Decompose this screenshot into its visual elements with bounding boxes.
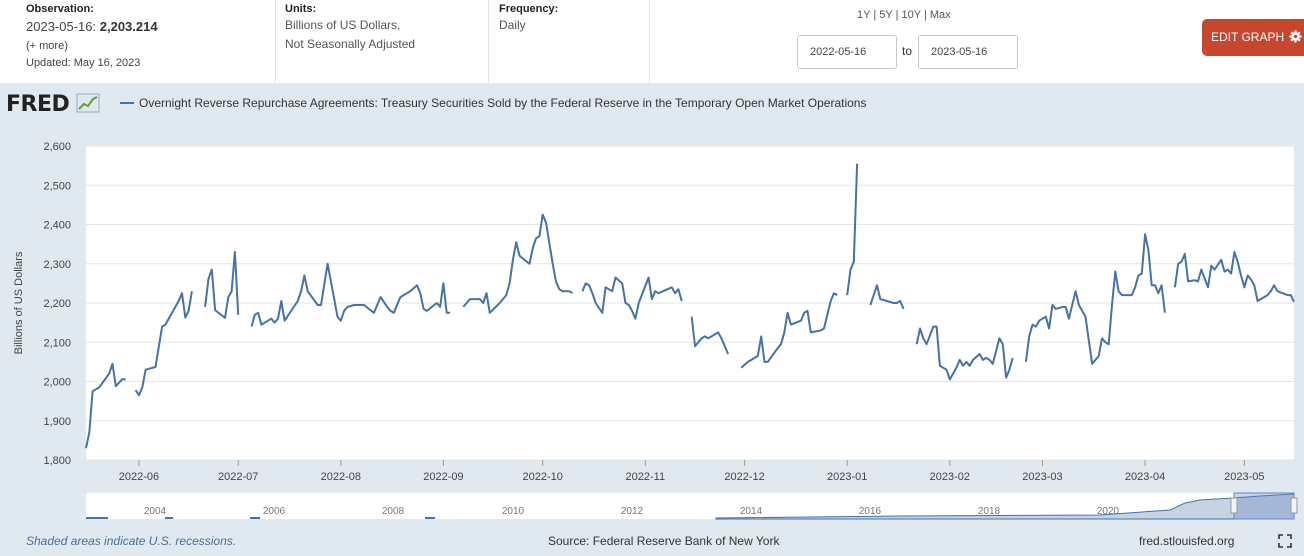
x-tick-label: 2023-01 [827, 471, 867, 483]
y-tick-label: 2,200 [43, 298, 71, 310]
x-tick-label: 2023-04 [1125, 471, 1165, 483]
range-1y[interactable]: 1Y [857, 9, 871, 21]
frequency-label: Frequency: [499, 3, 559, 15]
range-sep: | [873, 9, 877, 21]
navigator-selection[interactable] [1233, 492, 1295, 520]
units-line1: Billions of US Dollars, [285, 18, 401, 32]
series-line [1173, 251, 1295, 303]
range-10y[interactable]: 10Y [901, 9, 921, 21]
x-tick-label: 2022-06 [119, 471, 159, 483]
y-tick-label: 2,000 [43, 377, 71, 389]
series-line [690, 316, 730, 355]
series-group [85, 163, 1295, 449]
gear-icon [1289, 30, 1303, 43]
series-line [134, 291, 193, 397]
series-line [462, 213, 574, 314]
range-selector: 1Y | 5Y | 10Y | Max [857, 9, 951, 21]
to-label: to [902, 44, 913, 58]
navigator-year-label: 2012 [621, 506, 644, 517]
series-line [869, 284, 905, 310]
x-tick-label: 2023-03 [1022, 471, 1062, 483]
range-sep: | [923, 9, 927, 21]
line-chart: 1,800 1,900 2,000 2,100 2,200 2,300 2,400 2,500… [13, 141, 1298, 520]
y-tick-label: 2,400 [43, 220, 71, 232]
navigator-year-label: 2018 [978, 506, 1001, 517]
edit-graph-label: EDIT GRAPH [1211, 30, 1285, 44]
observation-panel: Observation: 2023-05-16: 2,203.214 (+ mo… [0, 0, 276, 83]
info-bar: Observation: 2023-05-16: 2,203.214 (+ mo… [0, 0, 1304, 83]
navigator-mark [425, 517, 435, 519]
y-tick-label: 1,800 [43, 455, 71, 467]
range-sep: | [895, 9, 899, 21]
units-line2: Not Seasonally Adjusted [285, 37, 416, 51]
x-tick-label: 2023-05 [1224, 471, 1264, 483]
x-tick-label: 2022-11 [626, 471, 666, 483]
series-line [846, 163, 859, 296]
navigator-year-label: 2010 [502, 506, 525, 517]
end-date-input[interactable] [918, 35, 1018, 69]
navigator-series [715, 493, 1295, 520]
y-tick-label: 2,300 [43, 259, 71, 271]
navigator-year-label: 2004 [144, 506, 167, 517]
navigator-year-label: 2020 [1097, 506, 1120, 517]
series-line [250, 262, 451, 327]
series-line [740, 292, 838, 369]
grid-lines [86, 145, 1294, 461]
series-line [204, 251, 240, 319]
y-tick-label: 1,900 [43, 416, 71, 428]
source-text: Source: Federal Reserve Bank of New York [548, 534, 780, 548]
observation-label: Observation: [26, 3, 94, 15]
more-link[interactable]: (+ more) [26, 40, 68, 52]
series-line [915, 325, 1014, 381]
series-line [1024, 233, 1166, 365]
navigator-mark [250, 517, 260, 519]
navigator-year-label: 2008 [382, 506, 405, 517]
observation-date: 2023-05-16: [26, 19, 97, 34]
x-tick-label: 2022-08 [321, 471, 361, 483]
navigator-mark [86, 517, 108, 519]
navigator-mark [165, 517, 173, 519]
updated-text: Updated: May 16, 2023 [26, 57, 141, 69]
navigator-year-label: 2014 [740, 506, 763, 517]
navigator-year-labels: 2004 2006 2008 2010 2012 2014 2016 2018 2020 [144, 506, 1120, 517]
navigator-right-handle[interactable] [1290, 497, 1298, 514]
series-title: Overnight Reverse Repurchase Agreements:… [139, 96, 867, 110]
range-5y[interactable]: 5Y [879, 9, 893, 21]
x-tick-label: 2022-12 [724, 471, 764, 483]
edit-graph-button[interactable]: EDIT GRAPH [1202, 19, 1304, 56]
frequency-panel: Frequency: Daily [489, 0, 650, 83]
fred-chart-icon [76, 93, 100, 113]
navigator-left-handle[interactable] [1230, 497, 1238, 514]
legend-line-icon [120, 102, 134, 104]
x-tick-label: 2022-07 [218, 471, 258, 483]
fred-url-link[interactable]: fred.stlouisfed.org [1139, 534, 1235, 548]
x-tick-label: 2022-10 [523, 471, 563, 483]
navigator-year-label: 2006 [263, 506, 286, 517]
observation-number: 2,203.214 [99, 19, 158, 34]
start-date-input[interactable] [797, 35, 897, 69]
recession-note: Shaded areas indicate U.S. recessions. [26, 534, 237, 548]
x-tick-label: 2023-02 [930, 471, 970, 483]
fred-logo: FRED [6, 92, 100, 117]
y-axis-label: Billions of US Dollars [13, 251, 25, 354]
navigator-year-label: 2016 [859, 506, 882, 517]
y-axis-ticks: 1,800 1,900 2,000 2,100 2,200 2,300 2,400 2,500… [43, 141, 71, 467]
units-label: Units: [285, 3, 317, 15]
y-tick-label: 2,100 [43, 337, 71, 349]
series-line [581, 276, 683, 320]
x-axis-ticks: 2022-06 2022-07 2022-08 2022-09 2022-10 2022-… [119, 460, 1265, 483]
series-line [85, 362, 126, 449]
range-max[interactable]: Max [929, 9, 951, 21]
y-tick-label: 2,500 [43, 180, 71, 192]
x-tick-label: 2022-09 [423, 471, 463, 483]
y-tick-label: 2,600 [43, 141, 71, 153]
fred-logo-text: FRED [6, 92, 70, 117]
fullscreen-icon[interactable] [1278, 534, 1292, 548]
observation-value: 2023-05-16: 2,203.214 [26, 19, 158, 34]
frequency-value: Daily [499, 18, 526, 32]
units-panel: Units: Billions of US Dollars, Not Seaso… [276, 0, 489, 83]
